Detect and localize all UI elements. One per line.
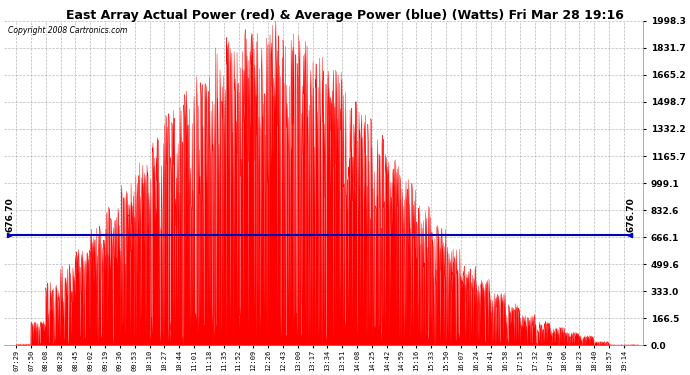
- Text: East Array Actual Power (red) & Average Power (blue) (Watts) Fri Mar 28 19:16: East Array Actual Power (red) & Average …: [66, 9, 624, 22]
- Text: 676.70: 676.70: [626, 198, 635, 232]
- Text: 676.70: 676.70: [5, 198, 14, 232]
- Text: Copyright 2008 Cartronics.com: Copyright 2008 Cartronics.com: [8, 26, 127, 34]
